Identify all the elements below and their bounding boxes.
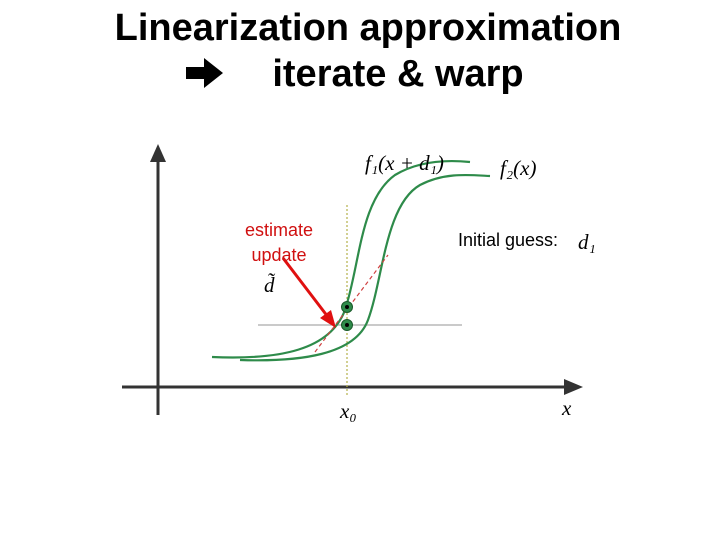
x0-label: x₀	[339, 399, 357, 423]
curve1-label: f₁(x + d₁)	[365, 151, 444, 175]
update-symbol: d̃	[264, 273, 276, 297]
curve2-label: f₂(x)	[500, 156, 536, 180]
curve-f1	[211, 160, 471, 359]
red-arrow	[281, 257, 336, 328]
title-line-2: iterate & warp	[272, 53, 523, 95]
tangent-line	[314, 254, 389, 353]
update-label: update	[251, 245, 306, 265]
title-line-1: Linearization approximation	[115, 7, 622, 49]
arrow-icon	[186, 58, 223, 88]
guess-symbol: d₁	[578, 230, 596, 254]
curve-f2	[239, 173, 491, 362]
guess-label: Initial guess:	[458, 230, 558, 250]
x-axis-label: x	[561, 396, 572, 420]
points	[341, 301, 353, 331]
axes	[122, 144, 583, 415]
estimate-label: estimate	[245, 220, 313, 240]
